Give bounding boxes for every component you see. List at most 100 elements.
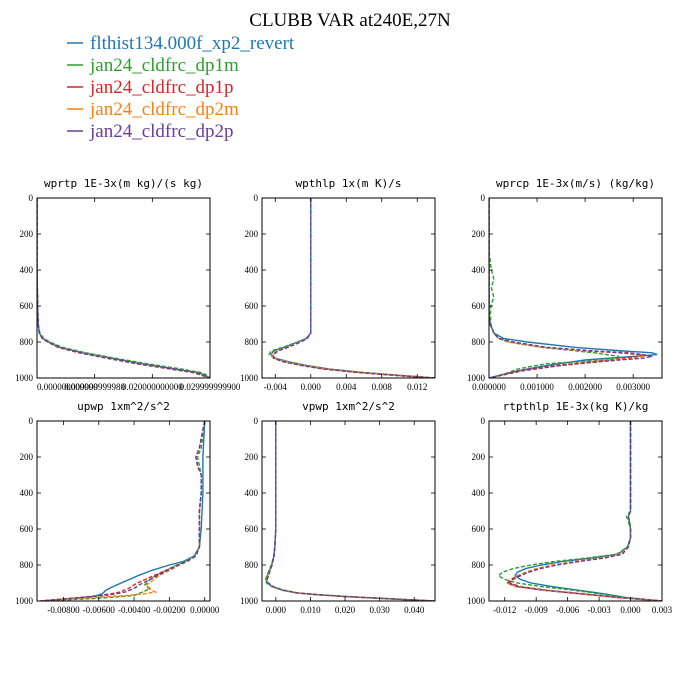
y-tick-label: 800 [20,337,34,347]
x-tick-label: 0.00000 [190,605,220,615]
legend-item: jan24_cldfrc_dp2p [67,121,234,142]
series-line [37,198,210,378]
x-tick-label: 0.010 [300,605,321,615]
panel: vpwp 1xm^2/s^2 0 200 400 600 800 1000 0.000 0.01… [240,400,436,615]
y-tick-label: 800 [20,560,34,570]
series-line [40,421,206,601]
x-tick-label: -0.003 [587,605,611,615]
series-line [40,421,206,601]
x-tick-label: 0.009999999980 [64,382,125,392]
y-tick-label: 200 [20,452,34,462]
series-line [505,421,662,601]
x-tick-label: -0.00800 [47,605,80,615]
series-line [37,198,210,378]
legend-label: jan24_cldfrc_dp1p [89,77,234,98]
legend-item: jan24_cldfrc_dp2m [67,99,239,120]
y-tick-label: 1000 [467,596,486,606]
series-line [508,421,662,601]
series-line [271,198,431,378]
legend-label: jan24_cldfrc_dp1m [89,55,239,76]
series-line [37,198,210,378]
plot-frame [488,420,663,602]
y-tick-label: 600 [20,301,34,311]
x-tick-label: -0.006 [556,605,580,615]
y-tick-label: 0 [254,193,259,203]
panel-title: rtpthlp 1E-3x(kg K)/kg [503,400,649,413]
x-tick-label: 0.020 [335,605,356,615]
y-tick-label: 600 [472,301,486,311]
x-tick-label: -0.00400 [118,605,151,615]
series-line [272,198,430,378]
series-line [269,198,435,378]
series-group [264,421,435,601]
y-tick-label: 0 [254,416,259,426]
x-tick-label: 0.002000 [568,382,602,392]
y-tick-label: 200 [20,229,34,239]
x-tick-label: 0.000 [266,605,287,615]
y-tick-label: 200 [472,452,486,462]
x-tick-label: -0.00200 [153,605,186,615]
y-tick-label: 400 [472,265,486,275]
y-tick-label: 800 [245,560,259,570]
legend: flthist134.000f_xp2_revertjan24_cldfrc_d… [67,33,295,142]
series-line [497,421,662,601]
y-tick-label: 1000 [240,596,259,606]
plot-frame [36,420,211,602]
x-tick-label: -0.00600 [83,605,116,615]
y-tick-label: 600 [472,524,486,534]
x-tick-label: 0.004 [336,382,357,392]
y-tick-label: 800 [472,560,486,570]
x-tick-label: 0.020000000000 [122,382,183,392]
y-tick-label: 400 [245,265,259,275]
x-tick-label: 0.003000 [616,382,650,392]
panel-title: vpwp 1xm^2/s^2 [302,400,395,413]
legend-item: jan24_cldfrc_dp1m [67,55,239,76]
x-tick-label: 0.000000000000 [37,382,98,392]
y-tick-label: 600 [245,301,259,311]
series-line [265,421,435,601]
y-tick-label: 600 [20,524,34,534]
panel-title: upwp 1xm^2/s^2 [77,400,170,413]
series-group [40,421,206,601]
legend-label: flthist134.000f_xp2_revert [90,33,295,54]
series-line [37,198,210,378]
legend-label: jan24_cldfrc_dp2p [89,121,234,142]
series-line [514,421,662,601]
series-group [37,198,210,378]
panel-title: wprtp 1E-3x(m kg)/(s kg) [44,177,203,190]
y-tick-label: 0 [481,193,486,203]
y-tick-label: 0 [29,416,34,426]
panel: upwp 1xm^2/s^202004006008001000-0.00800-… [15,400,220,615]
panel: rtpthlp 1E-3x(kg K)/kg02004006008001000-… [467,400,673,615]
y-tick-label: 1000 [15,596,34,606]
y-tick-label: 200 [472,229,486,239]
y-tick-label: 200 [245,229,259,239]
series-line [40,421,206,601]
x-tick-label: 0.040 [404,605,425,615]
y-tick-label: 400 [245,488,259,498]
y-tick-label: 0 [29,193,34,203]
x-tick-label: 0.012 [407,382,427,392]
plot-frame [261,197,436,379]
legend-label: jan24_cldfrc_dp2m [89,99,239,120]
y-tick-label: 600 [245,524,259,534]
series-line [270,198,433,378]
series-line [37,198,210,378]
y-tick-label: 200 [245,452,259,462]
series-line [489,198,620,378]
panel: wpthlp 1x(m K)/s 0 200 400 600 800 1000 -0.004 0… [240,177,436,392]
series-line [506,421,662,601]
x-tick-label: 0.030 [370,605,391,615]
series-line [40,421,206,601]
series-group [497,421,662,601]
plot-frame [261,420,436,602]
series-line [266,421,434,601]
series-group [489,198,658,378]
legend-item: jan24_cldfrc_dp1p [67,77,234,98]
legend-item: flthist134.000f_xp2_revert [67,33,295,54]
series-line [40,421,206,601]
x-tick-label: 0.000000 [472,382,506,392]
series-line [489,198,653,378]
series-group [268,198,435,378]
